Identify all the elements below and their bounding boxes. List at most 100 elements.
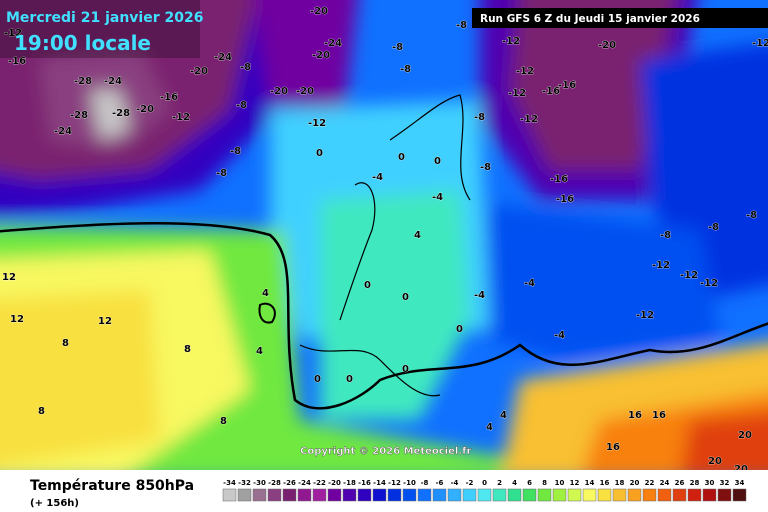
- color-legend: -34 -32 -30 -28 -26 -24 -22 -20 -18 -16 -14 -12 -10-…: [222, 479, 747, 502]
- legend-tick-label: 32: [720, 479, 730, 487]
- lead-time: (+ 156h): [30, 498, 79, 509]
- legend-tick-label: -26: [283, 479, 296, 487]
- legend-swatch: [237, 488, 252, 502]
- contour-label: 20: [708, 456, 722, 467]
- contour-label: -28: [112, 108, 130, 119]
- legend-swatch: [252, 488, 267, 502]
- contour-label: -8: [230, 146, 241, 157]
- legend-swatch: [357, 488, 372, 502]
- contour-label: 4: [262, 288, 269, 299]
- legend-tick-label: 20: [630, 479, 640, 487]
- legend-swatch: [612, 488, 627, 502]
- legend-swatch: [342, 488, 357, 502]
- legend-swatch: [327, 488, 342, 502]
- copyright: Copyright © 2026 Meteociel.fr: [300, 446, 471, 457]
- legend-swatch: [417, 488, 432, 502]
- contour-label: 0: [398, 152, 405, 163]
- contour-label: -16: [542, 86, 560, 97]
- legend-swatch: [567, 488, 582, 502]
- legend-tick-label: -2: [466, 479, 474, 487]
- contour-label: -12: [308, 118, 326, 129]
- legend-tick-label: -6: [436, 479, 444, 487]
- legend-tick-label: 22: [645, 479, 655, 487]
- legend-tick-label: 16: [600, 479, 610, 487]
- legend-swatch: [402, 488, 417, 502]
- contour-label: -20: [190, 66, 208, 77]
- contour-label: -8: [456, 20, 467, 31]
- legend-tick-label: 30: [705, 479, 715, 487]
- legend-swatch: [597, 488, 612, 502]
- contour-label: 0: [314, 374, 321, 385]
- contour-label: -12: [4, 28, 22, 39]
- contour-label: 12: [2, 272, 16, 283]
- legend-tick-label: 6: [527, 479, 532, 487]
- contour-label: -8: [400, 64, 411, 75]
- contour-label: -20: [270, 86, 288, 97]
- contour-label: -24: [324, 38, 342, 49]
- contour-label: -28: [70, 110, 88, 121]
- contour-label: -8: [746, 210, 757, 221]
- contour-label: 0: [434, 156, 441, 167]
- legend-tick-label: -18: [343, 479, 356, 487]
- legend-swatch: [222, 488, 237, 502]
- legend-tick-label: -12: [388, 479, 401, 487]
- legend-tick-label: -30: [253, 479, 266, 487]
- legend-tick-label: -10: [403, 479, 416, 487]
- legend-swatch: [552, 488, 567, 502]
- legend-swatch: [297, 488, 312, 502]
- run-info: Run GFS 6 Z du Jeudi 15 janvier 2026: [480, 13, 700, 25]
- contour-label: -12: [520, 114, 538, 125]
- legend-swatch: [582, 488, 597, 502]
- legend-tick-label: -32: [238, 479, 251, 487]
- contour-label: 0: [346, 374, 353, 385]
- legend-tick-label: -24: [298, 479, 311, 487]
- contour-label: -20: [312, 50, 330, 61]
- contour-label: 0: [402, 292, 409, 303]
- contour-label: -20: [296, 86, 314, 97]
- contour-label: -8: [236, 100, 247, 111]
- contour-label: -12: [172, 112, 190, 123]
- run-box: [472, 8, 768, 28]
- legend-swatch: [462, 488, 477, 502]
- contour-label: 8: [220, 416, 227, 427]
- contour-label: 0: [364, 280, 371, 291]
- legend-swatch: [702, 488, 717, 502]
- legend-tick-label: -8: [421, 479, 429, 487]
- legend-swatch: [387, 488, 402, 502]
- contour-label: -12: [508, 88, 526, 99]
- temperature-field: [0, 0, 768, 470]
- contour-label: 12: [10, 314, 24, 325]
- legend-tick-label: 14: [585, 479, 595, 487]
- contour-label: -20: [310, 6, 328, 17]
- legend-swatch: [372, 488, 387, 502]
- variable-title: Température 850hPa: [30, 478, 194, 494]
- legend-swatch: [492, 488, 507, 502]
- legend-tick-label: 4: [512, 479, 517, 487]
- contour-label: 4: [256, 346, 263, 357]
- contour-label: -8: [392, 42, 403, 53]
- contour-label: 20: [738, 430, 752, 441]
- legend-swatch: [312, 488, 327, 502]
- contour-label: -4: [554, 330, 565, 341]
- legend-swatch: [432, 488, 447, 502]
- contour-label: -12: [752, 38, 768, 49]
- legend-tick-label: 8: [542, 479, 547, 487]
- contour-label: 4: [486, 422, 493, 433]
- legend-swatch: [672, 488, 687, 502]
- contour-label: 8: [62, 338, 69, 349]
- contour-label: 16: [628, 410, 642, 421]
- legend-swatch: [267, 488, 282, 502]
- contour-label: -4: [474, 290, 485, 301]
- legend-tick-label: 18: [615, 479, 625, 487]
- contour-label: -12: [652, 260, 670, 271]
- contour-label: -12: [502, 36, 520, 47]
- contour-label: 4: [414, 230, 421, 241]
- contour-label: -20: [598, 40, 616, 51]
- contour-label: -24: [104, 76, 122, 87]
- contour-label: -20: [136, 104, 154, 115]
- contour-label: 20: [734, 464, 748, 475]
- legend-swatch: [732, 488, 747, 502]
- forecast-time: 19:00 locale: [14, 31, 151, 55]
